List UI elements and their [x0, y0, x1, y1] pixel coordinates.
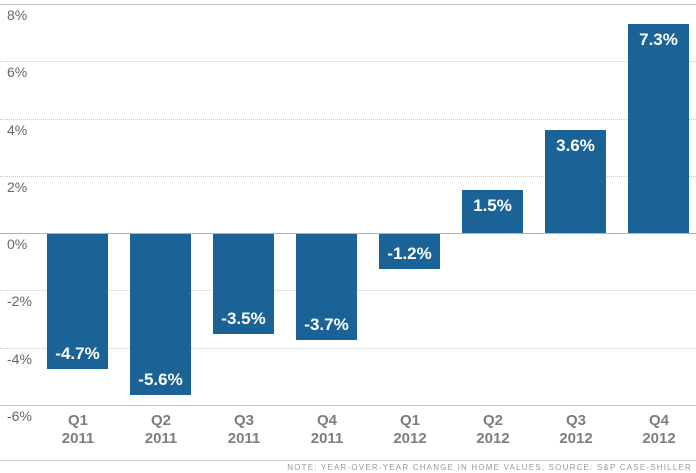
x-axis-tick-q1-2011: Q1 2011: [62, 412, 95, 448]
gridline-8%: [0, 4, 696, 5]
y-axis-tick-0%: 0%: [7, 236, 28, 253]
x-axis-tick-line: Q1: [67, 412, 89, 429]
y-axis-tick-8%: 8%: [7, 7, 28, 23]
x-axis-tick-line: Q2: [150, 412, 172, 429]
gridline-2%: [0, 175, 696, 177]
bar-value-label-q3-2011: -3.5%: [221, 309, 266, 329]
x-axis-tick-q4-2011: Q4 2011: [311, 412, 344, 448]
bar-value-label-q3-2012: 3.6%: [556, 136, 595, 156]
bar-q1-2012: -1.2%: [379, 234, 440, 269]
x-axis-tick-line: Q3: [565, 412, 586, 429]
x-axis-tick-q3-2011: Q3 2011: [228, 412, 261, 448]
x-axis-tick-q3-2012: Q3 2012: [559, 412, 592, 448]
y-axis-tick--6%: -6%: [7, 408, 32, 424]
x-axis-tick-line: 2011: [61, 430, 95, 447]
bar-value-label-q2-2011: -5.6%: [138, 369, 183, 389]
x-axis-tick-line: 2011: [227, 430, 261, 447]
x-axis-tick-line: Q1: [399, 412, 420, 429]
x-axis-tick-line: Q3: [233, 412, 255, 429]
gridline-6%: [0, 61, 696, 63]
bar-q3-2012: 3.6%: [545, 130, 606, 234]
y-axis-tick-6%: 6%: [7, 64, 28, 81]
x-axis-tick-line: 2012: [642, 430, 676, 447]
bar-q4-2012: 7.3%: [628, 24, 689, 234]
x-axis-tick-line: 2012: [559, 430, 593, 447]
gridline--6%: [0, 405, 696, 406]
bar-q4-2011: -3.7%: [296, 234, 357, 341]
x-axis-tick-q1-2012: Q1 2012: [393, 412, 426, 448]
gridline-4%: [0, 118, 696, 120]
bar-q1-2011: -4.7%: [47, 234, 108, 369]
bar-value-label-q4-2012: 7.3%: [639, 30, 678, 50]
source-note: NOTE: YEAR-OVER-YEAR CHANGE IN HOME VALU…: [287, 463, 692, 472]
y-axis-tick-4%: 4%: [7, 121, 28, 138]
x-axis-tick-line: Q4: [648, 412, 669, 429]
y-axis-tick--2%: -2%: [7, 293, 32, 310]
y-axis-tick--4%: -4%: [7, 350, 32, 367]
x-axis-tick-line: Q2: [482, 412, 503, 429]
bar-value-label-q2-2012: 1.5%: [473, 196, 512, 216]
x-axis-tick-line: Q4: [316, 412, 338, 429]
bar-q2-2011: -5.6%: [130, 234, 191, 395]
x-axis-tick-line: 2012: [393, 430, 427, 447]
x-axis-tick-q4-2012: Q4 2012: [642, 412, 675, 448]
x-axis-tick-line: 2011: [310, 430, 344, 447]
bar-value-label-q4-2011: -3.7%: [304, 315, 349, 335]
x-axis-tick-q2-2011: Q2 2011: [145, 412, 178, 448]
bar-q2-2012: 1.5%: [462, 190, 523, 234]
bar-value-label-q1-2012: -1.2%: [387, 243, 432, 263]
gridline--4%: [0, 347, 696, 349]
bar-value-label-q1-2011: -4.7%: [55, 343, 100, 363]
y-axis-tick-2%: 2%: [7, 178, 28, 195]
bar-q3-2011: -3.5%: [213, 234, 274, 335]
footer-divider: [0, 460, 696, 461]
gridline-0%: [0, 233, 696, 235]
x-axis-tick-line: 2012: [476, 430, 510, 447]
x-axis-tick-q2-2012: Q2 2012: [476, 412, 509, 448]
x-axis-tick-line: 2011: [144, 430, 178, 447]
